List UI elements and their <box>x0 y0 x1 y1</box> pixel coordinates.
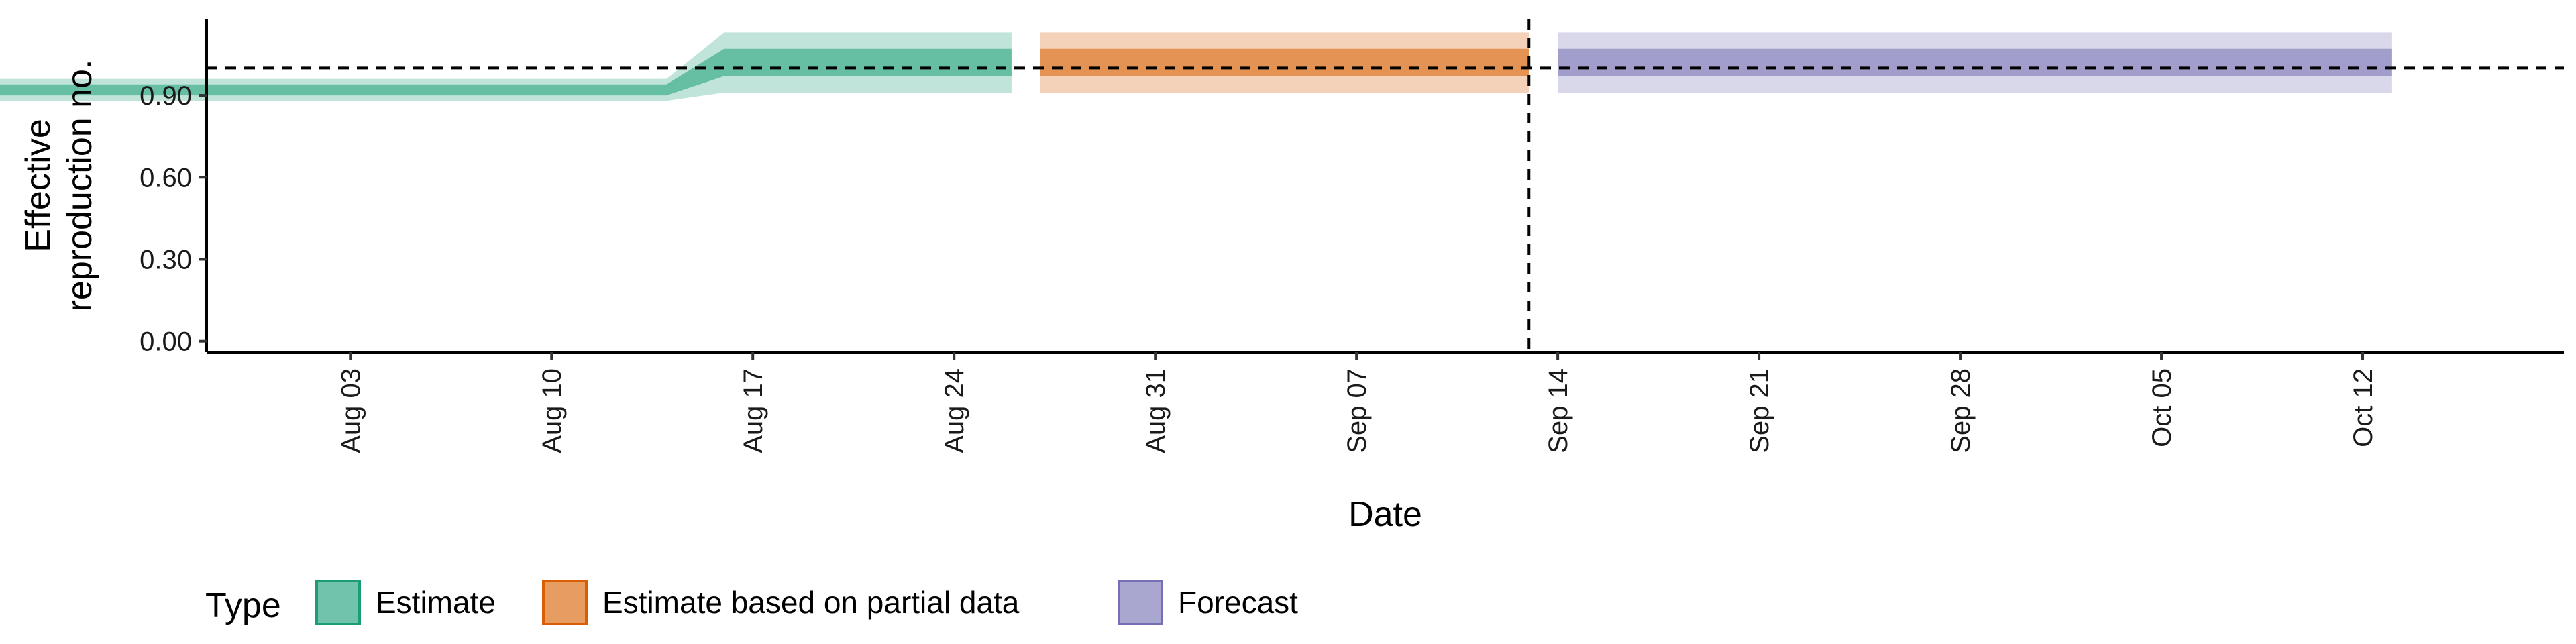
y-axis-ticks: 0.00 0.30 0.60 0.90 <box>140 81 207 357</box>
y-axis-title-line-1: Effective <box>19 119 58 252</box>
x-tick-label: Sep 07 <box>1342 368 1372 453</box>
x-axis-ticks: Aug 03 Aug 10 Aug 17 Aug 24 Aug 31 Sep 07 Sep … <box>336 352 2378 453</box>
x-tick-label: Sep 14 <box>1544 368 1573 453</box>
ribbon-layer <box>0 32 2392 101</box>
legend-key-2 <box>1118 580 1163 625</box>
legend-label-1: Estimate based on partial data <box>602 585 1020 620</box>
y-tick-label: 0.30 <box>140 245 192 274</box>
x-tick-label: Sep 21 <box>1745 368 1774 453</box>
legend-key-0 <box>315 580 361 625</box>
x-tick-label: Aug 03 <box>336 368 366 453</box>
legend-label-2: Forecast <box>1178 585 1298 620</box>
ribbon-inner-1 <box>1040 48 1529 76</box>
y-axis-title: Effective reproduction no. <box>19 60 99 312</box>
y-tick-label: 0.00 <box>140 327 192 357</box>
x-tick-label: Oct 12 <box>2349 368 2378 447</box>
x-tick-label: Sep 28 <box>1946 368 1976 453</box>
x-tick-label: Aug 10 <box>537 368 567 453</box>
y-axis-title-line-2: reproduction no. <box>60 60 99 312</box>
ribbon-inner-0 <box>0 48 1012 96</box>
legend-key-1 <box>542 580 588 625</box>
legend: Type Estimate Estimate based on partial d… <box>205 580 1298 625</box>
x-tick-label: Aug 31 <box>1141 368 1171 453</box>
x-tick-label: Oct 05 <box>2147 368 2177 447</box>
x-axis-title: Date <box>1348 495 1422 534</box>
y-tick-label: 0.60 <box>140 163 192 193</box>
legend-items: Estimate Estimate based on partial data Fo… <box>315 580 1298 625</box>
y-tick-label: 0.90 <box>140 81 192 111</box>
legend-label-0: Estimate <box>376 585 496 620</box>
x-tick-label: Aug 17 <box>739 368 768 453</box>
x-tick-label: Aug 24 <box>940 368 969 453</box>
legend-title: Type <box>205 586 281 625</box>
axes <box>205 19 2564 354</box>
ribbon-inner-2 <box>1558 48 2392 76</box>
